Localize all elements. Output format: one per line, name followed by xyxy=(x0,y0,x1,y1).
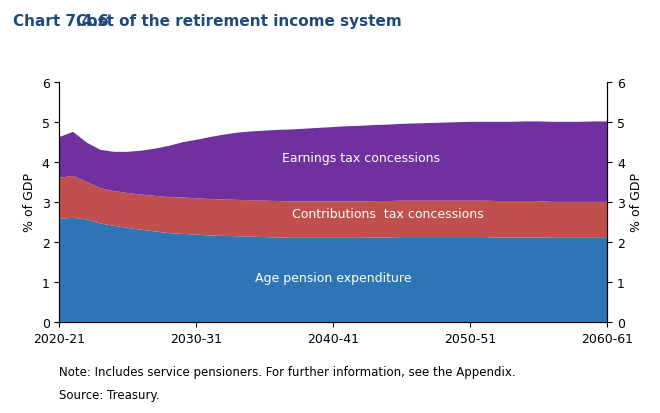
Y-axis label: % of GDP: % of GDP xyxy=(23,173,36,232)
Y-axis label: % of GDP: % of GDP xyxy=(630,173,644,232)
Text: Cost of the retirement income system: Cost of the retirement income system xyxy=(76,14,402,29)
Text: Note: Includes service pensioners. For further information, see the Appendix.: Note: Includes service pensioners. For f… xyxy=(59,366,516,378)
Text: Chart 7.4.6: Chart 7.4.6 xyxy=(13,14,109,29)
Text: Source: Treasury.: Source: Treasury. xyxy=(59,388,160,401)
Text: Age pension expenditure: Age pension expenditure xyxy=(255,272,412,285)
Text: Contributions  tax concessions: Contributions tax concessions xyxy=(292,207,484,220)
Text: Earnings tax concessions: Earnings tax concessions xyxy=(282,152,440,165)
